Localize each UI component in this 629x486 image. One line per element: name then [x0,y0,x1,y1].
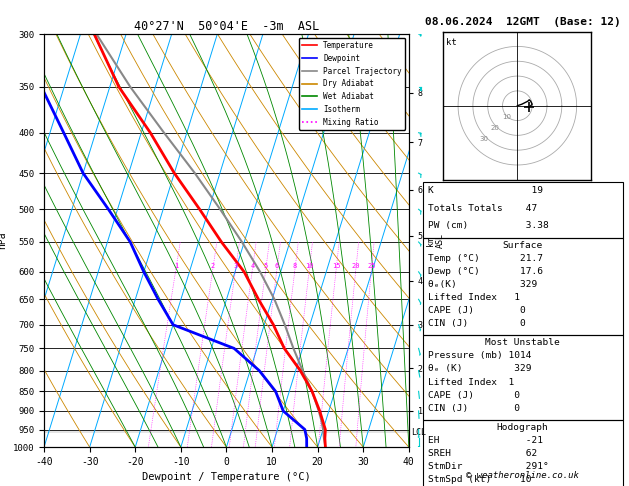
Text: θₑ(K)           329: θₑ(K) 329 [428,280,537,289]
Text: Most Unstable: Most Unstable [486,338,560,347]
Text: CIN (J)         0: CIN (J) 0 [428,319,525,328]
Text: StmDir           291°: StmDir 291° [428,462,548,471]
Text: Lifted Index   1: Lifted Index 1 [428,293,520,302]
Text: CAPE (J)        0: CAPE (J) 0 [428,306,525,315]
Text: 20: 20 [352,263,360,269]
Y-axis label: km
ASL: km ASL [426,233,445,248]
Text: CAPE (J)       0: CAPE (J) 0 [428,391,520,399]
Text: 08.06.2024  12GMT  (Base: 12): 08.06.2024 12GMT (Base: 12) [425,17,620,27]
Text: 6: 6 [275,263,279,269]
Text: 4: 4 [250,263,255,269]
Text: Surface: Surface [503,241,543,250]
Text: Dewp (°C)       17.6: Dewp (°C) 17.6 [428,267,543,276]
Text: Totals Totals    47: Totals Totals 47 [428,204,537,212]
Text: Pressure (mb) 1014: Pressure (mb) 1014 [428,351,532,360]
Text: 15: 15 [332,263,340,269]
Text: Temp (°C)       21.7: Temp (°C) 21.7 [428,254,543,263]
Text: kt: kt [446,37,457,47]
Text: 10: 10 [502,114,511,120]
Y-axis label: hPa: hPa [0,232,8,249]
Text: PW (cm)          3.38: PW (cm) 3.38 [428,221,548,230]
Text: K                 19: K 19 [428,186,543,195]
X-axis label: Dewpoint / Temperature (°C): Dewpoint / Temperature (°C) [142,472,311,483]
Text: EH               -21: EH -21 [428,436,543,445]
Text: © weatheronline.co.uk: © weatheronline.co.uk [466,471,579,481]
Text: Lifted Index  1: Lifted Index 1 [428,378,514,386]
Text: 8: 8 [293,263,297,269]
Text: 2: 2 [211,263,215,269]
Text: θₑ (K)         329: θₑ (K) 329 [428,364,532,373]
Text: 3: 3 [233,263,238,269]
Text: LCL: LCL [411,428,426,436]
Text: 10: 10 [305,263,314,269]
Legend: Temperature, Dewpoint, Parcel Trajectory, Dry Adiabat, Wet Adiabat, Isotherm, Mi: Temperature, Dewpoint, Parcel Trajectory… [299,38,405,130]
Text: Hodograph: Hodograph [497,423,548,433]
Text: StmSpd (kt)     10: StmSpd (kt) 10 [428,475,532,484]
Text: 20: 20 [491,125,499,131]
Text: 5: 5 [264,263,268,269]
Title: 40°27'N  50°04'E  -3m  ASL: 40°27'N 50°04'E -3m ASL [134,20,319,33]
Text: 1: 1 [174,263,178,269]
Text: 30: 30 [479,136,489,142]
Text: SREH             62: SREH 62 [428,449,537,458]
Text: CIN (J)        0: CIN (J) 0 [428,404,520,413]
Text: 25: 25 [367,263,376,269]
